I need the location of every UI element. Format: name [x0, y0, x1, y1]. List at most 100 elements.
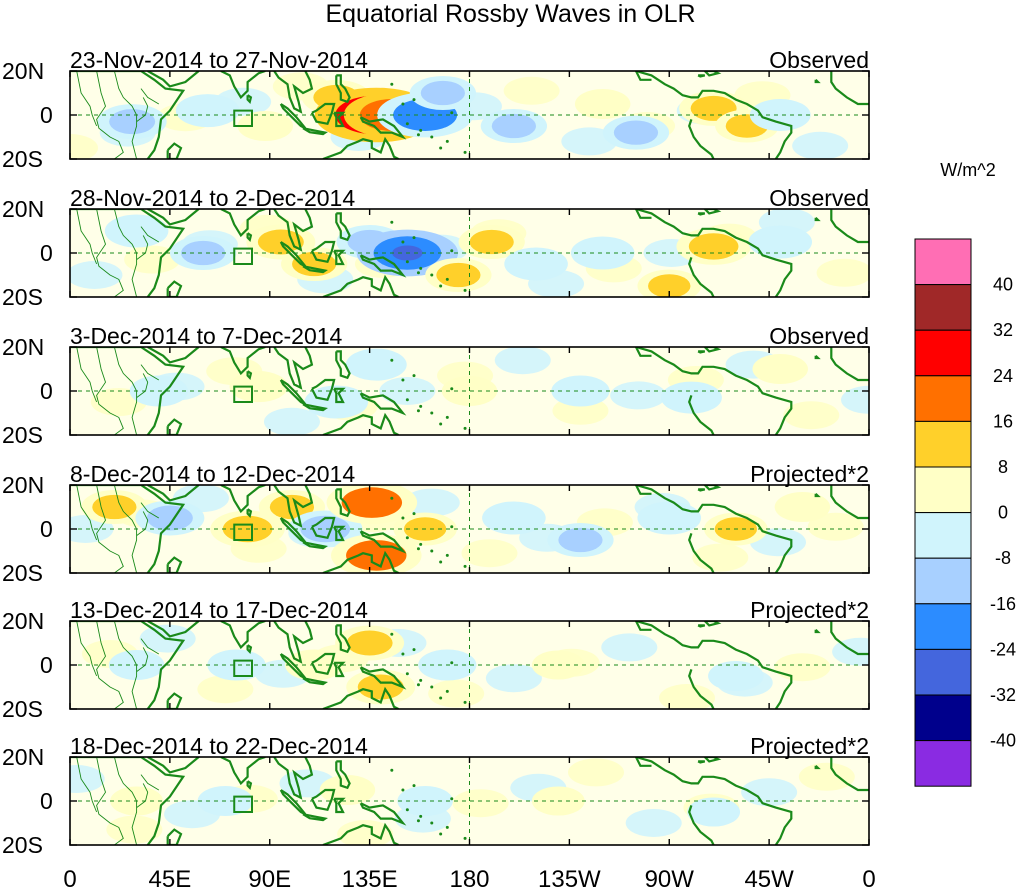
- island: [412, 648, 416, 652]
- panel-period: 8-Dec-2014 to 12-Dec-2014: [70, 461, 355, 487]
- coastline: [279, 517, 307, 544]
- region-box: [233, 247, 253, 266]
- coastline: [246, 644, 253, 654]
- coastline: [359, 666, 407, 690]
- coastline: [220, 485, 266, 514]
- coastline: [310, 102, 336, 126]
- panel-6: 20N 0 20S 18-Dec-2014 to 22-Dec-2014 Project…: [2, 733, 870, 858]
- colorbar-level-label: 40: [993, 275, 1013, 295]
- coastline: [635, 71, 793, 159]
- coastline: [635, 757, 652, 767]
- coastline: [70, 621, 186, 709]
- country-border: [140, 502, 160, 519]
- coastline: [704, 485, 722, 491]
- coastline: [333, 111, 346, 128]
- coastline: [220, 209, 266, 238]
- coastline: [635, 347, 793, 435]
- island: [401, 378, 405, 382]
- coastline: [635, 621, 793, 709]
- coastline: [830, 485, 869, 520]
- island: [412, 512, 416, 516]
- country-border: [96, 621, 124, 709]
- country-border: [96, 485, 124, 573]
- coastline: [335, 212, 351, 242]
- olr-anomaly-blob: [146, 505, 193, 531]
- panel-period: 28-Nov-2014 to 2-Dec-2014: [70, 185, 355, 211]
- coastline: [335, 760, 351, 790]
- island: [416, 133, 420, 137]
- coastline: [830, 757, 869, 792]
- coastline: [302, 813, 328, 822]
- coastline: [147, 209, 200, 226]
- coastline: [322, 274, 399, 297]
- coastline: [697, 74, 706, 78]
- island: [412, 784, 416, 788]
- coastline: [246, 232, 253, 242]
- region-box: [233, 385, 253, 404]
- colorbar-swatch: [914, 375, 972, 422]
- island: [463, 564, 467, 568]
- olr-anomaly-blob: [269, 494, 315, 520]
- x-tick-label: 180: [449, 866, 489, 890]
- island: [439, 146, 443, 150]
- panel-1: 20N 0 20S 23-Nov-2014 to 27-Nov-2014 Observe…: [2, 47, 870, 172]
- coastline: [635, 71, 652, 81]
- y-tick-label: 20N: [2, 744, 44, 770]
- colorbar-level-label: 16: [993, 411, 1013, 431]
- island: [419, 542, 423, 546]
- coastline: [279, 103, 307, 130]
- island: [450, 661, 454, 665]
- x-tick-label: 90E: [248, 866, 291, 890]
- island: [430, 685, 434, 689]
- coastline: [635, 209, 793, 297]
- coastline: [246, 780, 253, 790]
- island: [445, 825, 449, 829]
- coastline: [70, 347, 186, 435]
- country-border: [140, 774, 160, 791]
- coastline: [333, 249, 346, 266]
- country-border: [113, 485, 138, 573]
- olr-anomaly-blob: [584, 93, 622, 115]
- olr-anomaly-blob: [759, 230, 802, 254]
- coastline: [697, 488, 706, 492]
- island: [405, 536, 409, 540]
- panel-2: 20N 0 20S 28-Nov-2014 to 2-Dec-2014 Observed: [2, 185, 870, 310]
- coastline: [359, 254, 407, 278]
- coastline: [635, 621, 652, 631]
- y-tick-label: 20N: [2, 58, 44, 84]
- coastline: [335, 488, 351, 518]
- coastline: [814, 493, 821, 498]
- country-border: [140, 364, 160, 381]
- olr-anomaly-blob: [492, 506, 536, 530]
- olr-anomaly-blob: [613, 120, 659, 145]
- country-border: [76, 71, 98, 127]
- olr-anomaly-blob: [341, 487, 403, 518]
- coastline: [635, 347, 652, 357]
- panel-label: Observed: [769, 185, 869, 211]
- colorbar-swatch: [914, 740, 972, 787]
- country-border: [113, 71, 138, 159]
- coastline: [70, 485, 186, 573]
- coastline: [688, 119, 715, 159]
- island: [445, 277, 449, 281]
- country-border: [136, 97, 149, 122]
- country-border: [113, 347, 138, 435]
- coastline: [335, 74, 351, 104]
- olr-anomaly-blob: [561, 379, 600, 403]
- olr-anomaly-blob: [246, 115, 284, 137]
- coastline: [147, 347, 200, 364]
- x-tick-label: 0: [63, 866, 76, 890]
- olr-anomaly-blob: [558, 527, 603, 553]
- coastline: [147, 71, 200, 88]
- country-border: [113, 757, 138, 845]
- island: [419, 128, 423, 132]
- panel-label: Observed: [769, 323, 869, 349]
- panel-period: 23-Nov-2014 to 27-Nov-2014: [70, 47, 368, 73]
- coastline: [302, 677, 328, 686]
- coastline: [688, 805, 715, 845]
- coastline: [333, 797, 346, 814]
- coastline: [302, 265, 328, 274]
- colorbar-swatch: [914, 284, 972, 331]
- y-tick-label: 20S: [2, 284, 43, 310]
- country-border: [96, 347, 124, 435]
